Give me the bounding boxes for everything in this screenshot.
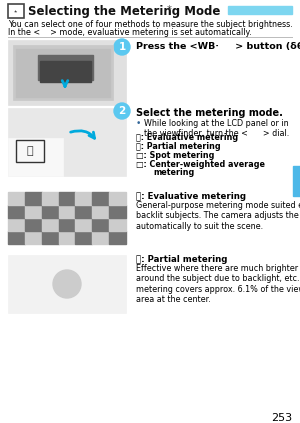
Bar	[75, 218, 92, 231]
Bar	[8, 231, 25, 244]
Bar	[16, 140, 44, 162]
Bar	[8, 192, 126, 244]
Bar	[58, 231, 75, 244]
Bar	[25, 231, 42, 244]
Bar	[109, 218, 126, 231]
Bar	[25, 192, 42, 205]
Bar	[92, 192, 109, 205]
Circle shape	[114, 39, 130, 55]
Bar	[42, 218, 58, 231]
Text: □: Center-weighted average: □: Center-weighted average	[136, 160, 265, 169]
Bar	[92, 218, 109, 231]
Text: You can select one of four methods to measure the subject brightness.: You can select one of four methods to me…	[8, 20, 293, 29]
Circle shape	[114, 103, 130, 119]
Bar	[58, 205, 75, 218]
Bar	[16, 49, 110, 97]
Bar	[109, 192, 126, 205]
Text: ⓞ: Partial metering: ⓞ: Partial metering	[136, 142, 220, 151]
Text: Selecting the Metering Mode: Selecting the Metering Mode	[28, 5, 220, 18]
Bar	[75, 231, 92, 244]
Bar	[8, 218, 25, 231]
Text: *: *	[164, 5, 172, 15]
Bar	[8, 138, 63, 176]
Text: General-purpose metering mode suited even for
backlit subjects. The camera adjus: General-purpose metering mode suited eve…	[136, 201, 300, 231]
Bar	[8, 192, 25, 205]
Text: •: •	[136, 119, 141, 128]
Text: Select the metering mode.: Select the metering mode.	[136, 108, 283, 118]
Bar	[8, 205, 25, 218]
Bar	[58, 218, 75, 231]
Bar	[109, 231, 126, 244]
Bar	[40, 61, 91, 82]
Bar	[58, 192, 75, 205]
Text: 2: 2	[118, 106, 126, 116]
Circle shape	[53, 270, 81, 298]
Bar	[38, 55, 93, 80]
Text: ⓞ: Evaluative metering: ⓞ: Evaluative metering	[136, 192, 246, 201]
Bar	[42, 205, 58, 218]
Bar	[25, 205, 42, 218]
Bar	[92, 205, 109, 218]
Bar	[42, 231, 58, 244]
Bar	[8, 108, 126, 176]
Text: □: Spot metering: □: Spot metering	[136, 151, 214, 160]
Text: Press the <WB·     > button (δ6).: Press the <WB· > button (δ6).	[136, 42, 300, 51]
Bar	[25, 218, 42, 231]
Bar	[228, 6, 292, 14]
Bar	[8, 255, 126, 313]
Text: Effective where there are much brighter lights
around the subject due to backlig: Effective where there are much brighter …	[136, 264, 300, 304]
Bar	[8, 40, 126, 105]
Text: ⋆: ⋆	[14, 6, 19, 16]
Text: In the <    > mode, evaluative metering is set automatically.: In the < > mode, evaluative metering is …	[8, 28, 252, 37]
Bar	[109, 205, 126, 218]
Bar	[8, 4, 24, 18]
Bar	[75, 192, 92, 205]
Bar	[92, 231, 109, 244]
Text: ⓞ: ⓞ	[27, 146, 33, 156]
Text: ⓞ: Partial metering: ⓞ: Partial metering	[136, 255, 227, 264]
Text: 253: 253	[271, 413, 292, 423]
Bar	[293, 166, 300, 196]
Text: While looking at the LCD panel or in
the viewfinder, turn the <      > dial.: While looking at the LCD panel or in the…	[144, 119, 289, 138]
Text: metering: metering	[153, 168, 194, 177]
Bar	[13, 45, 113, 100]
Text: ⓞ: Evaluative metering: ⓞ: Evaluative metering	[136, 133, 238, 142]
Bar	[75, 205, 92, 218]
Bar	[42, 192, 58, 205]
Text: 1: 1	[118, 42, 126, 52]
